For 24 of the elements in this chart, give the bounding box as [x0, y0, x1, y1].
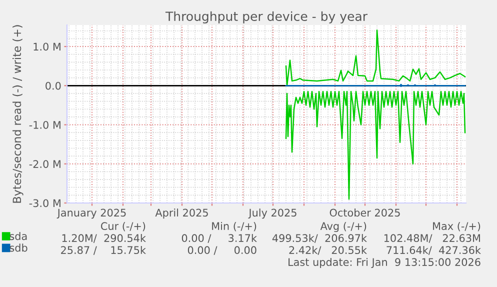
- y-axis-title: Bytes/second read (-) / write (+): [12, 25, 24, 203]
- text: 711.64k/ 427.36k: [386, 246, 481, 255]
- text: Max (-/+): [433, 222, 480, 232]
- x-tick-label: July 2025: [248, 208, 296, 219]
- text: 0.00 / 0.00: [188, 246, 256, 255]
- text: Min (-/+): [212, 222, 256, 232]
- y-tick-label: -2.0 M: [29, 160, 60, 168]
- text: 2.42k/ 20.55k: [289, 246, 367, 255]
- text: 0.00 / 3.17k: [182, 234, 257, 243]
- x-tick-label: October 2025: [330, 208, 400, 217]
- y-tick-label: -1.0 M: [29, 120, 60, 129]
- text: 102.48M/ 22.63M: [384, 234, 480, 243]
- y-tick-label: -3.0 M: [29, 199, 60, 208]
- chart-title: Throughput per device - by year: [165, 11, 368, 24]
- x-tick-label: January 2025: [56, 208, 126, 219]
- text: 25.87 / 15.75k: [61, 246, 146, 255]
- text: Last update: Fri Jan 9 13:15:00 2026: [288, 258, 480, 268]
- text: 1.20M/ 290.54k: [62, 234, 146, 243]
- x-tick-label: April 2025: [155, 208, 208, 219]
- text: Avg (-/+): [320, 222, 366, 232]
- text: 499.53k/ 206.97k: [272, 234, 367, 243]
- text: Cur (-/+): [100, 222, 146, 232]
- y-tick-label: 0.0: [46, 82, 61, 90]
- y-tick-label: 1.0 M: [34, 42, 60, 51]
